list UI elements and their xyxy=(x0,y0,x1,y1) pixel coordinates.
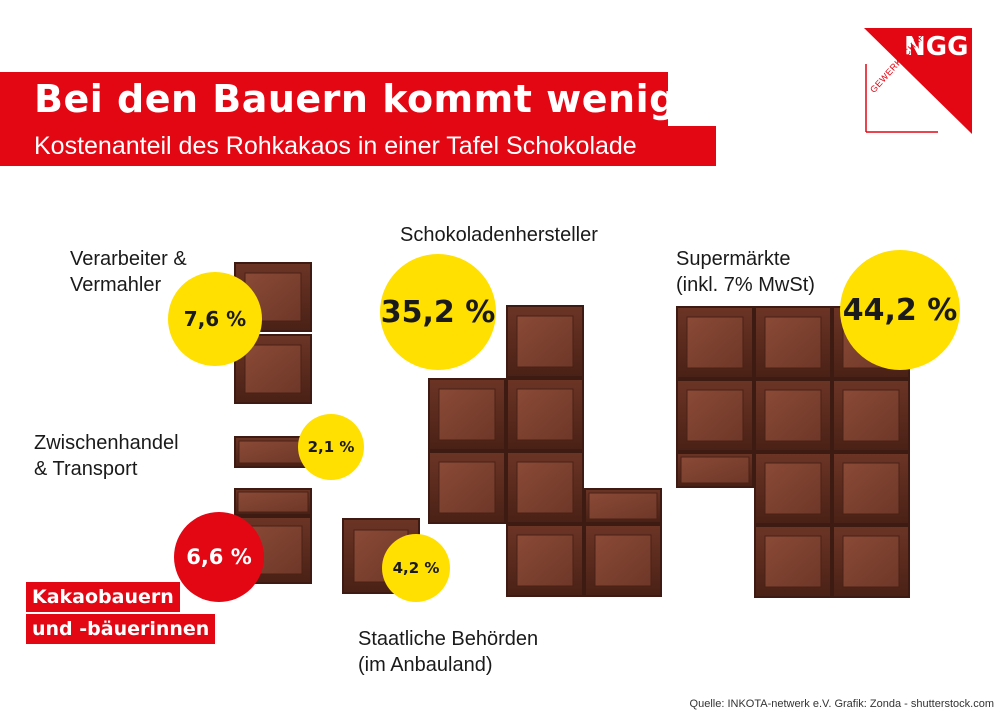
chocolate-square xyxy=(676,379,754,452)
value-bubble-kakaobauern: 6,6 % xyxy=(174,512,264,602)
label-line: (inkl. 7% MwSt) xyxy=(676,274,815,296)
chocolate-square xyxy=(832,379,910,452)
chart-title: Bei den Bauern kommt wenig an xyxy=(34,77,745,121)
chocolate-square xyxy=(832,452,910,525)
label-line: Vermahler xyxy=(70,274,162,296)
source-note: Quelle: INKOTA-netwerk e.V. Grafik: Zond… xyxy=(689,698,994,710)
chocolate-square xyxy=(428,378,506,451)
label-supermaerkte: Supermärkte (inkl. 7% MwSt) xyxy=(676,246,815,298)
chocolate-square xyxy=(506,305,584,378)
label-zwischenhandel: Zwischenhandel & Transport xyxy=(34,430,179,482)
chocolate-square xyxy=(754,379,832,452)
chocolate-square xyxy=(676,452,754,488)
chocolate-square xyxy=(754,452,832,525)
label-kakaobauern-line2: und -bäuerinnen xyxy=(26,614,216,644)
logo-text: NGG xyxy=(904,32,969,62)
chocolate-square xyxy=(754,525,832,598)
chocolate-hersteller xyxy=(428,305,662,597)
label-line: & Transport xyxy=(34,458,138,480)
label-verarbeiter: Verarbeiter & Vermahler xyxy=(70,246,187,298)
chocolate-square xyxy=(584,524,662,597)
chocolate-square xyxy=(506,378,584,451)
chocolate-square xyxy=(234,436,312,468)
chocolate-square xyxy=(584,488,662,524)
value-bubble-hersteller: 35,2 % xyxy=(380,254,496,370)
chart-subtitle: Kostenanteil des Rohkakaos in einer Tafe… xyxy=(34,132,637,160)
chocolate-square xyxy=(676,306,754,379)
label-line: (im Anbauland) xyxy=(358,654,493,676)
chocolate-square xyxy=(754,306,832,379)
ngg-logo: NGG GEWERKSCHAFT xyxy=(864,27,974,136)
chocolate-square xyxy=(506,524,584,597)
chocolate-square xyxy=(506,451,584,524)
value-bubble-behoerden: 4,2 % xyxy=(382,534,450,602)
label-line: Staatliche Behörden xyxy=(358,628,539,650)
label-line: Verarbeiter & xyxy=(70,248,187,270)
label-line: Supermärkte xyxy=(676,248,791,270)
label-behoerden: Staatliche Behörden (im Anbauland) xyxy=(358,626,538,678)
value-bubble-zwischenhandel: 2,1 % xyxy=(298,414,364,480)
chocolate-square xyxy=(832,525,910,598)
value-bubble-verarbeiter: 7,6 % xyxy=(168,272,262,366)
subtitle-bar xyxy=(0,126,716,166)
label-line: Schokoladenhersteller xyxy=(400,224,598,246)
title-bar xyxy=(0,72,668,128)
value-bubble-supermaerkte: 44,2 % xyxy=(840,250,960,370)
chocolate-square xyxy=(234,488,312,516)
chocolate-square xyxy=(428,451,506,524)
label-hersteller: Schokoladenhersteller xyxy=(400,222,598,248)
chocolate-zwischenhandel xyxy=(234,436,312,468)
label-line: Zwischenhandel xyxy=(34,432,179,454)
label-kakaobauern-line1: Kakaobauern xyxy=(26,582,180,612)
